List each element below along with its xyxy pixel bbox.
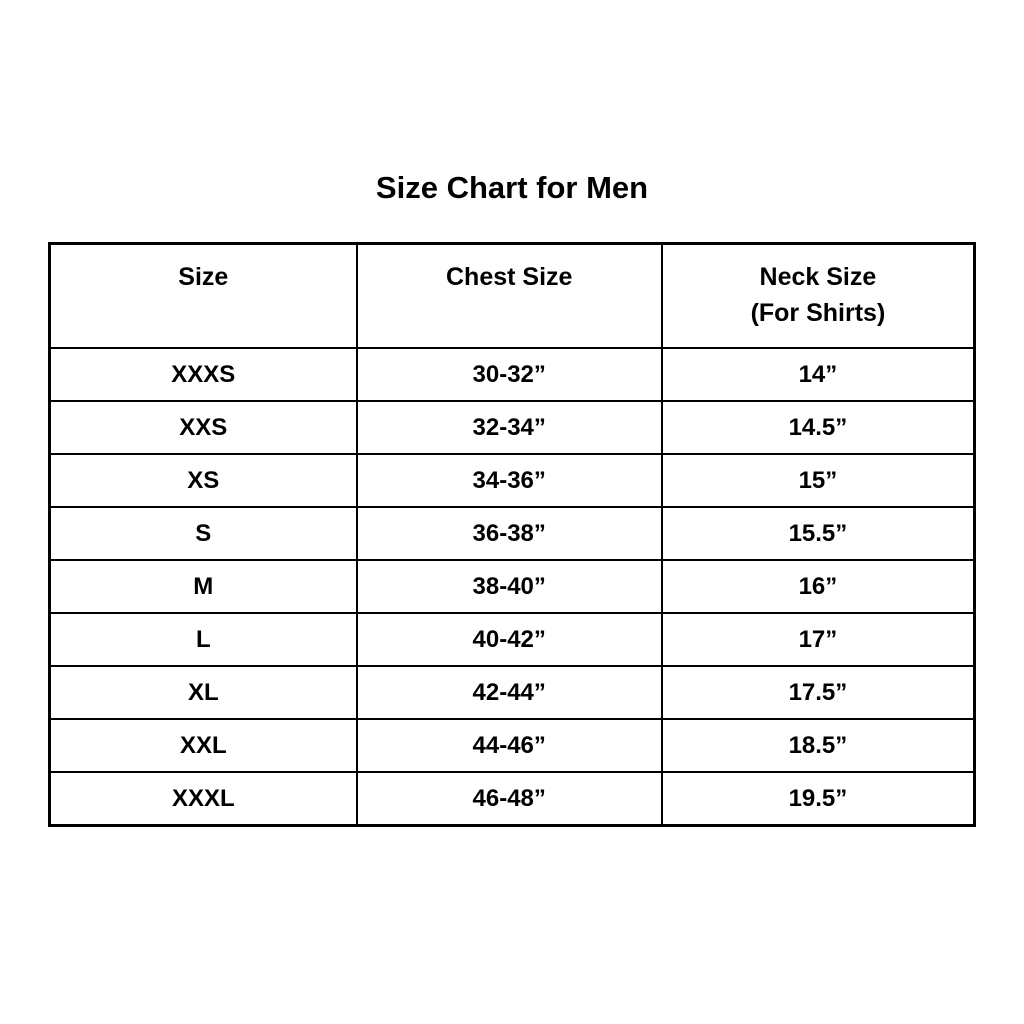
table-row: L 40-42” 17” [48,612,976,667]
chest-size-cell: 34-36” [355,453,663,508]
table-row: XXXS 30-32” 14” [48,347,976,402]
size-cell: M [48,559,358,614]
table-row: XS 34-36” 15” [48,453,976,508]
header-chest-size: Chest Size [355,242,663,349]
neck-size-cell: 17” [660,612,976,667]
size-chart-table: Size Chest Size Neck Size (For Shirts) X… [48,242,976,827]
size-cell: XXXS [48,347,358,402]
size-cell: L [48,612,358,667]
header-neck-size-line1: Neck Size [759,263,877,291]
size-cell: XXS [48,400,358,455]
neck-size-cell: 18.5” [660,718,976,773]
table-row: XL 42-44” 17.5” [48,665,976,720]
size-table-body: XXXS 30-32” 14” XXS 32-34” 14.5” XS 34-36” 15” S 3… [48,347,976,827]
size-cell: XXL [48,718,358,773]
chest-size-cell: 32-34” [355,400,663,455]
table-row: XXS 32-34” 14.5” [48,400,976,455]
chest-size-cell: 36-38” [355,506,663,561]
size-cell: XS [48,453,358,508]
chest-size-cell: 44-46” [355,718,663,773]
header-neck-size: Neck Size (For Shirts) [660,242,976,349]
neck-size-cell: 15” [660,453,976,508]
header-neck-size-line2: (For Shirts) [750,299,886,327]
header-size-label: Size [178,263,229,291]
chest-size-cell: 42-44” [355,665,663,720]
size-cell: S [48,506,358,561]
neck-size-cell: 14.5” [660,400,976,455]
header-size: Size [48,242,358,349]
neck-size-cell: 17.5” [660,665,976,720]
chest-size-cell: 30-32” [355,347,663,402]
table-row: M 38-40” 16” [48,559,976,614]
chest-size-cell: 40-42” [355,612,663,667]
table-header-row: Size Chest Size Neck Size (For Shirts) [48,242,976,349]
chest-size-cell: 38-40” [355,559,663,614]
page-title: Size Chart for Men [375,170,649,205]
size-cell: XL [48,665,358,720]
neck-size-cell: 19.5” [660,771,976,827]
neck-size-cell: 16” [660,559,976,614]
header-chest-size-label: Chest Size [446,263,573,291]
size-cell: XXXL [48,771,358,827]
neck-size-cell: 14” [660,347,976,402]
table-row: XXXL 46-48” 19.5” [48,771,976,827]
table-row: XXL 44-46” 18.5” [48,718,976,773]
table-row: S 36-38” 15.5” [48,506,976,561]
chest-size-cell: 46-48” [355,771,663,827]
neck-size-cell: 15.5” [660,506,976,561]
header-row: Size Chest Size Neck Size (For Shirts) [48,242,976,349]
